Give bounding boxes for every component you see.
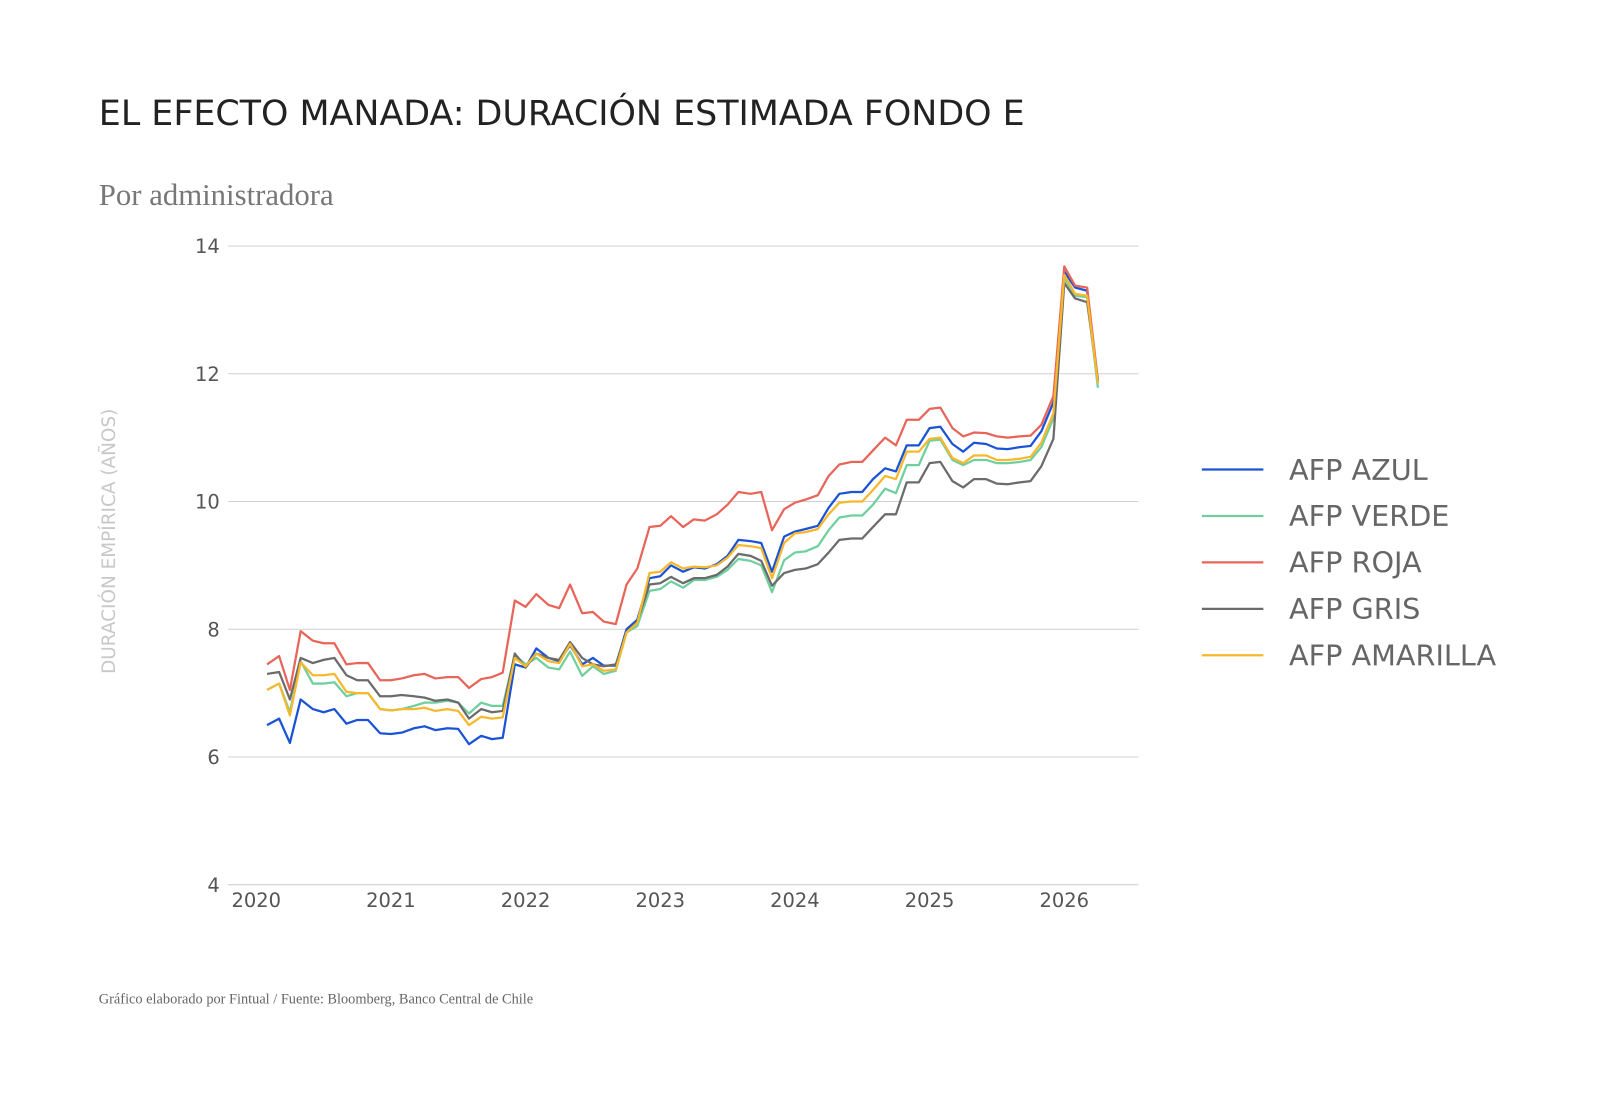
legend-label: AFP ROJA [1289, 546, 1422, 580]
y-tick-label: 12 [195, 363, 220, 386]
legend-label: AFP AMARILLA [1289, 639, 1497, 673]
chart-title: EL EFECTO MANADA: DURACIÓN ESTIMADA FOND… [99, 92, 1025, 134]
y-tick-label: 4 [207, 874, 219, 897]
data-line [266, 276, 1100, 715]
y-tick-label: 10 [195, 491, 220, 514]
x-tick-label: 2026 [1039, 889, 1089, 912]
x-tick-label: 2023 [635, 889, 685, 912]
x-tick-label: 2024 [770, 889, 820, 912]
x-tick-label: 2022 [501, 889, 551, 912]
data-line [266, 270, 1100, 746]
data-line [266, 265, 1100, 692]
x-tick-label: 2020 [231, 889, 281, 912]
source-note: Gráfico elaborado por Fintual / Fuente: … [99, 992, 533, 1008]
y-tick-label: 8 [207, 618, 219, 641]
legend-label: AFP AZUL [1289, 453, 1428, 487]
x-tick-label: 2025 [905, 889, 955, 912]
data-line [266, 281, 1100, 720]
chart-subtitle: Por administradora [99, 178, 334, 212]
y-tick-label: 14 [195, 235, 220, 258]
x-tick-label: 2021 [366, 889, 416, 912]
legend-label: AFP GRIS [1289, 592, 1420, 626]
y-axis-label: DURACIÓN EMPÍRICA (AÑOS) [98, 409, 120, 674]
data-line [266, 273, 1100, 727]
y-tick-label: 6 [207, 746, 219, 769]
legend-label: AFP VERDE [1289, 499, 1449, 533]
